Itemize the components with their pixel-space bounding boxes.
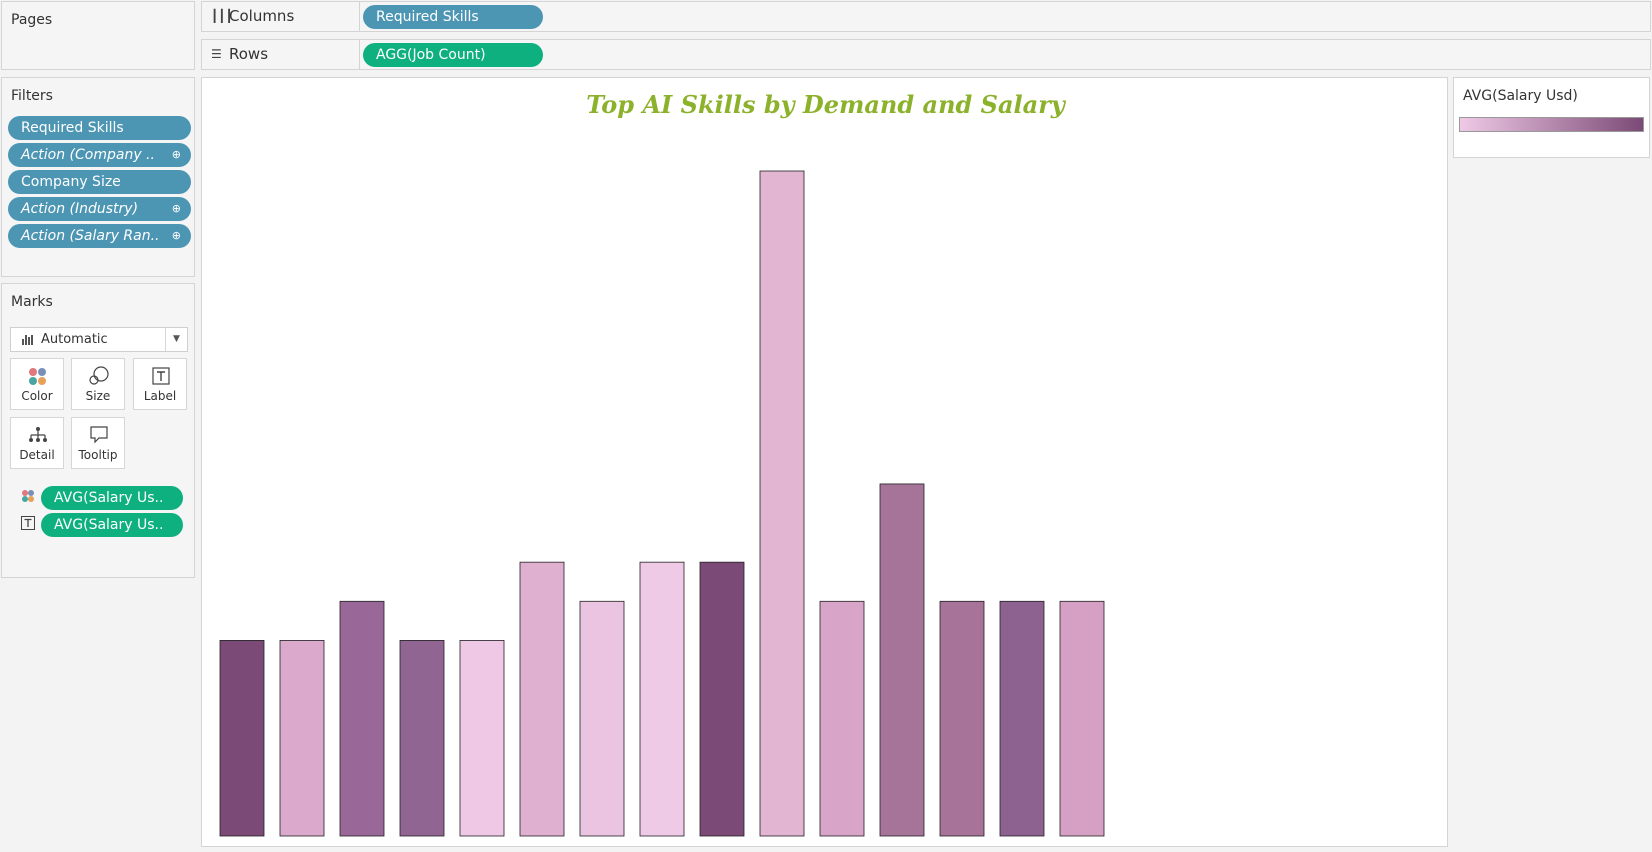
filter-pill-label: Action (Industry) [21, 201, 139, 217]
filter-pill-label: Action (Company .. [21, 147, 155, 163]
size-icon [89, 366, 109, 385]
rows-icon: ☰ [211, 47, 222, 61]
bar-mark[interactable] [1059, 600, 1105, 837]
filter-pill-label: Required Skills [21, 120, 124, 136]
color-legend[interactable]: AVG(Salary Usd) [1453, 77, 1650, 158]
columns-pill-required-skills[interactable]: Required Skills [363, 5, 543, 29]
bar-mark[interactable] [699, 561, 745, 837]
color-encoding-icon [22, 490, 34, 502]
tooltip-button[interactable]: Tooltip [71, 417, 125, 469]
bar-mark[interactable] [219, 640, 265, 837]
tooltip-button-label: Tooltip [78, 448, 118, 462]
bar-mark[interactable] [399, 640, 445, 837]
bar-mark[interactable] [819, 600, 865, 837]
label-button[interactable]: Label [133, 358, 187, 410]
marks-card-title: Marks [11, 294, 53, 310]
color-field-label: AVG(Salary Us.. [54, 490, 164, 506]
rows-shelf-label-box: ☰ Rows [202, 40, 360, 69]
detail-button[interactable]: Detail [10, 417, 64, 469]
rows-pill-label: AGG(Job Count) [376, 47, 486, 63]
color-button[interactable]: Color [10, 358, 64, 410]
bar-mark[interactable] [939, 600, 985, 837]
bar-mark[interactable] [339, 600, 385, 837]
columns-pill-label: Required Skills [376, 9, 479, 25]
tooltip-bubble-icon [90, 426, 108, 444]
text-label-icon [152, 367, 170, 385]
columns-shelf[interactable]: ┃┃┃ Columns Required Skills [201, 1, 1651, 32]
size-button-label: Size [85, 389, 111, 403]
bar-mark[interactable] [759, 170, 805, 837]
filters-card: Filters Required Skills Action (Company … [1, 77, 195, 277]
color-button-label: Color [21, 389, 53, 403]
label-field-label: AVG(Salary Us.. [54, 517, 164, 533]
filter-pill-label: Company Size [21, 174, 121, 190]
rows-shelf[interactable]: ☰ Rows AGG(Job Count) [201, 39, 1651, 70]
columns-shelf-label: Columns [229, 7, 295, 25]
color-palette-icon [29, 368, 46, 385]
rows-shelf-label: Rows [229, 45, 269, 63]
detail-hierarchy-icon [29, 427, 47, 442]
link-icon: ⊕ [171, 148, 181, 161]
color-field-pill[interactable]: AVG(Salary Us.. [41, 486, 183, 510]
legend-title: AVG(Salary Usd) [1463, 88, 1578, 104]
bar-mark[interactable] [879, 483, 925, 837]
bar-mark[interactable] [279, 640, 325, 837]
bar-mark[interactable] [999, 600, 1045, 837]
filters-card-title: Filters [11, 88, 53, 104]
filter-pill-label: Action (Salary Ran.. [21, 228, 160, 244]
filter-pill-action-company[interactable]: Action (Company .. ⊕ [8, 143, 191, 167]
bar-chart [219, 170, 1105, 837]
filter-pill-action-salary-range[interactable]: Action (Salary Ran.. ⊕ [8, 224, 191, 248]
size-button[interactable]: Size [71, 358, 125, 410]
pages-card-title: Pages [11, 12, 53, 28]
bar-chart-icon [22, 335, 34, 345]
text-encoding-icon [21, 516, 35, 530]
columns-shelf-label-box: ┃┃┃ Columns [202, 2, 360, 31]
mark-type-dropdown[interactable]: Automatic ▼ [10, 327, 188, 352]
columns-icon: ┃┃┃ [211, 9, 233, 23]
rows-pill-job-count[interactable]: AGG(Job Count) [363, 43, 543, 67]
filter-pill-required-skills[interactable]: Required Skills [8, 116, 191, 140]
chart-view[interactable]: Top AI Skills by Demand and Salary [201, 77, 1448, 847]
link-icon: ⊕ [171, 202, 181, 215]
filter-pill-company-size[interactable]: Company Size [8, 170, 191, 194]
bar-mark[interactable] [639, 561, 685, 837]
marks-card: Marks Automatic ▼ Color Size Label [1, 283, 195, 578]
chevron-down-icon[interactable]: ▼ [165, 328, 187, 351]
bar-mark[interactable] [579, 600, 625, 837]
label-field-pill[interactable]: AVG(Salary Us.. [41, 513, 183, 537]
detail-button-label: Detail [19, 448, 55, 462]
bar-mark[interactable] [519, 561, 565, 837]
label-button-label: Label [143, 389, 177, 403]
link-icon: ⊕ [171, 229, 181, 242]
filter-pill-action-industry[interactable]: Action (Industry) ⊕ [8, 197, 191, 221]
pages-card: Pages [1, 1, 195, 70]
chart-title: Top AI Skills by Demand and Salary [586, 90, 1065, 119]
mark-type-label: Automatic [41, 332, 108, 347]
legend-gradient [1459, 117, 1644, 132]
bar-mark[interactable] [459, 640, 505, 837]
